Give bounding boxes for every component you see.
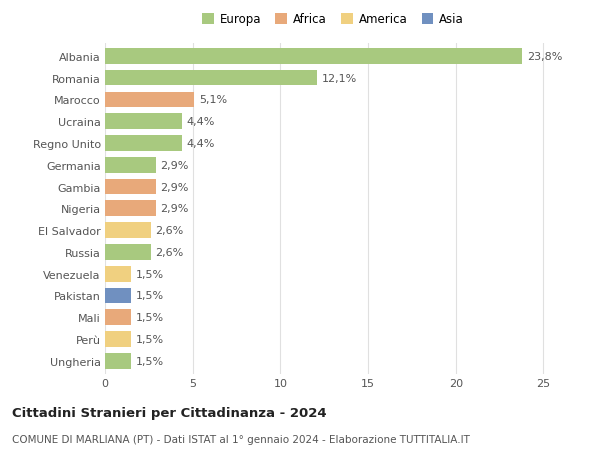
Bar	[105, 71, 317, 86]
Bar	[105, 245, 151, 260]
Bar	[105, 136, 182, 151]
Text: 1,5%: 1,5%	[136, 313, 164, 323]
Bar	[105, 331, 131, 347]
Text: 4,4%: 4,4%	[187, 117, 215, 127]
Text: 2,6%: 2,6%	[155, 225, 183, 235]
Text: 1,5%: 1,5%	[136, 356, 164, 366]
Text: 2,9%: 2,9%	[160, 182, 188, 192]
Bar	[105, 49, 523, 64]
Bar	[105, 223, 151, 238]
Bar	[105, 114, 182, 130]
Bar	[105, 179, 156, 195]
Text: 23,8%: 23,8%	[527, 52, 562, 62]
Text: 1,5%: 1,5%	[136, 334, 164, 344]
Text: 1,5%: 1,5%	[136, 269, 164, 279]
Text: 1,5%: 1,5%	[136, 291, 164, 301]
Bar	[105, 288, 131, 304]
Bar	[105, 266, 131, 282]
Text: 2,6%: 2,6%	[155, 247, 183, 257]
Legend: Europa, Africa, America, Asia: Europa, Africa, America, Asia	[197, 9, 469, 31]
Bar	[105, 201, 156, 217]
Text: 5,1%: 5,1%	[199, 95, 227, 105]
Text: Cittadini Stranieri per Cittadinanza - 2024: Cittadini Stranieri per Cittadinanza - 2…	[12, 406, 326, 419]
Bar	[105, 310, 131, 325]
Text: 4,4%: 4,4%	[187, 139, 215, 149]
Text: 2,9%: 2,9%	[160, 204, 188, 214]
Bar	[105, 157, 156, 173]
Text: 2,9%: 2,9%	[160, 160, 188, 170]
Text: COMUNE DI MARLIANA (PT) - Dati ISTAT al 1° gennaio 2024 - Elaborazione TUTTITALI: COMUNE DI MARLIANA (PT) - Dati ISTAT al …	[12, 434, 470, 444]
Text: 12,1%: 12,1%	[322, 73, 357, 84]
Bar	[105, 353, 131, 369]
Bar	[105, 92, 194, 108]
